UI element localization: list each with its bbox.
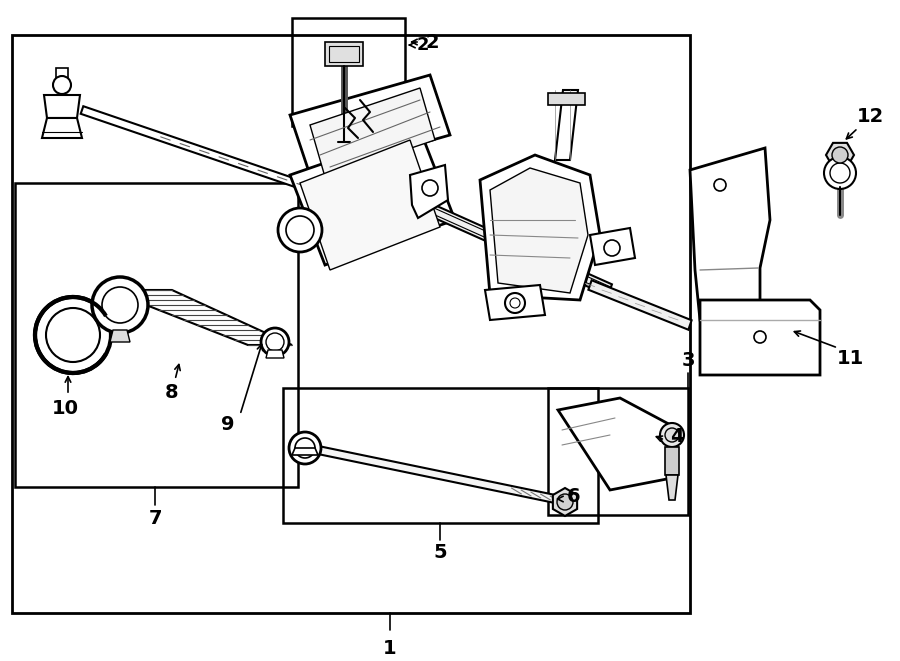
Polygon shape (490, 168, 588, 293)
Text: 9: 9 (221, 416, 235, 434)
Bar (548, 388, 688, 515)
Text: 2: 2 (425, 32, 439, 52)
Text: 7: 7 (148, 508, 162, 527)
Circle shape (505, 293, 525, 313)
Polygon shape (666, 475, 678, 500)
Text: 4: 4 (670, 428, 684, 446)
Circle shape (830, 163, 850, 183)
Polygon shape (329, 46, 359, 62)
Polygon shape (81, 106, 361, 209)
Circle shape (92, 277, 148, 333)
Circle shape (510, 298, 520, 308)
Polygon shape (665, 447, 679, 475)
Polygon shape (42, 118, 82, 138)
Polygon shape (300, 140, 440, 270)
Bar (12, 35, 690, 613)
Circle shape (266, 333, 284, 351)
Polygon shape (485, 285, 545, 320)
Polygon shape (553, 488, 577, 516)
Circle shape (660, 423, 684, 447)
Polygon shape (410, 165, 448, 218)
Polygon shape (555, 90, 578, 160)
Circle shape (714, 179, 726, 191)
Polygon shape (826, 143, 854, 167)
Polygon shape (266, 350, 284, 358)
Polygon shape (418, 200, 612, 295)
Bar (15, 183, 298, 487)
Bar (292, 18, 405, 126)
Bar (283, 388, 598, 523)
Polygon shape (56, 68, 68, 85)
Polygon shape (44, 95, 80, 118)
Text: 11: 11 (836, 348, 864, 368)
Polygon shape (548, 93, 585, 105)
Text: 12: 12 (857, 108, 884, 126)
Circle shape (35, 297, 111, 373)
Polygon shape (558, 398, 680, 490)
Text: 6: 6 (567, 488, 580, 506)
Circle shape (422, 180, 438, 196)
Polygon shape (317, 446, 562, 504)
Circle shape (604, 240, 620, 256)
Circle shape (832, 147, 848, 163)
Polygon shape (290, 130, 455, 265)
Circle shape (261, 328, 289, 356)
Circle shape (754, 331, 766, 343)
Polygon shape (589, 280, 691, 330)
Polygon shape (110, 330, 130, 342)
Circle shape (278, 208, 322, 252)
Circle shape (295, 438, 315, 458)
Text: 8: 8 (166, 383, 179, 403)
Text: 5: 5 (433, 543, 446, 563)
Polygon shape (690, 148, 770, 320)
Text: 1: 1 (383, 639, 397, 658)
Polygon shape (290, 75, 450, 175)
Text: 3: 3 (681, 350, 695, 369)
Circle shape (824, 157, 856, 189)
Circle shape (102, 287, 138, 323)
Polygon shape (325, 42, 363, 66)
Text: 2: 2 (417, 36, 429, 54)
Circle shape (289, 432, 321, 464)
Circle shape (53, 76, 71, 94)
Polygon shape (292, 448, 318, 455)
Circle shape (557, 494, 573, 510)
Polygon shape (480, 155, 600, 300)
Circle shape (665, 428, 679, 442)
Polygon shape (700, 300, 820, 375)
Polygon shape (108, 290, 292, 345)
Text: 10: 10 (51, 399, 78, 418)
Polygon shape (590, 228, 635, 265)
Polygon shape (310, 88, 435, 177)
Circle shape (46, 308, 100, 362)
Circle shape (286, 216, 314, 244)
